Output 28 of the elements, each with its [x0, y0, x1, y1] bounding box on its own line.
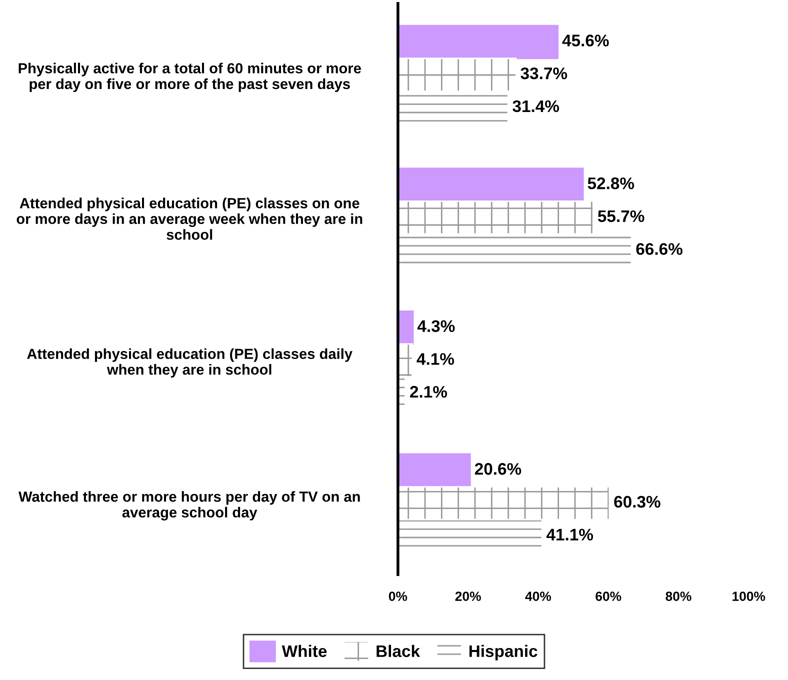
x-tick-label: 80%	[666, 592, 692, 601]
data-label: 66.6%	[636, 243, 682, 255]
y-tick-label: Attended physical education (PE) classes daily when they are in school	[27, 348, 352, 378]
y-tick-label: Attended physical education (PE) classes on one or more days in an average week when they are in school	[16, 198, 362, 240]
x-tick-label: 40%	[525, 592, 552, 601]
y-tick-label: Physically active for a total of 60 minutes or more per day on five or more of the past seven days	[18, 62, 361, 92]
x-tick-label: 100%	[732, 592, 766, 601]
x-tick-label: 20%	[455, 592, 481, 601]
legend-label: White	[282, 644, 327, 658]
legend-label: Hispanic	[469, 644, 538, 660]
y-tick-label: Watched three or more hours per day of TV on an average school day	[18, 491, 360, 520]
data-label: 45.6%	[562, 34, 609, 46]
data-label: 20.6%	[474, 463, 522, 475]
data-label: 52.8%	[588, 177, 634, 190]
bar	[398, 168, 584, 202]
legend-label: Black	[376, 644, 420, 658]
data-label: 31.4%	[512, 100, 560, 112]
data-label: 4.1%	[416, 353, 454, 365]
bar	[398, 453, 471, 488]
data-label: 41.1%	[546, 528, 594, 540]
data-label: 4.3%	[417, 320, 455, 332]
bar	[398, 24, 559, 60]
x-tick-label: 0%	[388, 592, 408, 601]
data-label: 60.3%	[614, 496, 660, 508]
data-label: 2.1%	[410, 386, 448, 398]
x-tick-label: 60%	[596, 592, 622, 601]
data-label: 55.7%	[598, 210, 644, 222]
data-label: 33.7%	[520, 67, 568, 80]
